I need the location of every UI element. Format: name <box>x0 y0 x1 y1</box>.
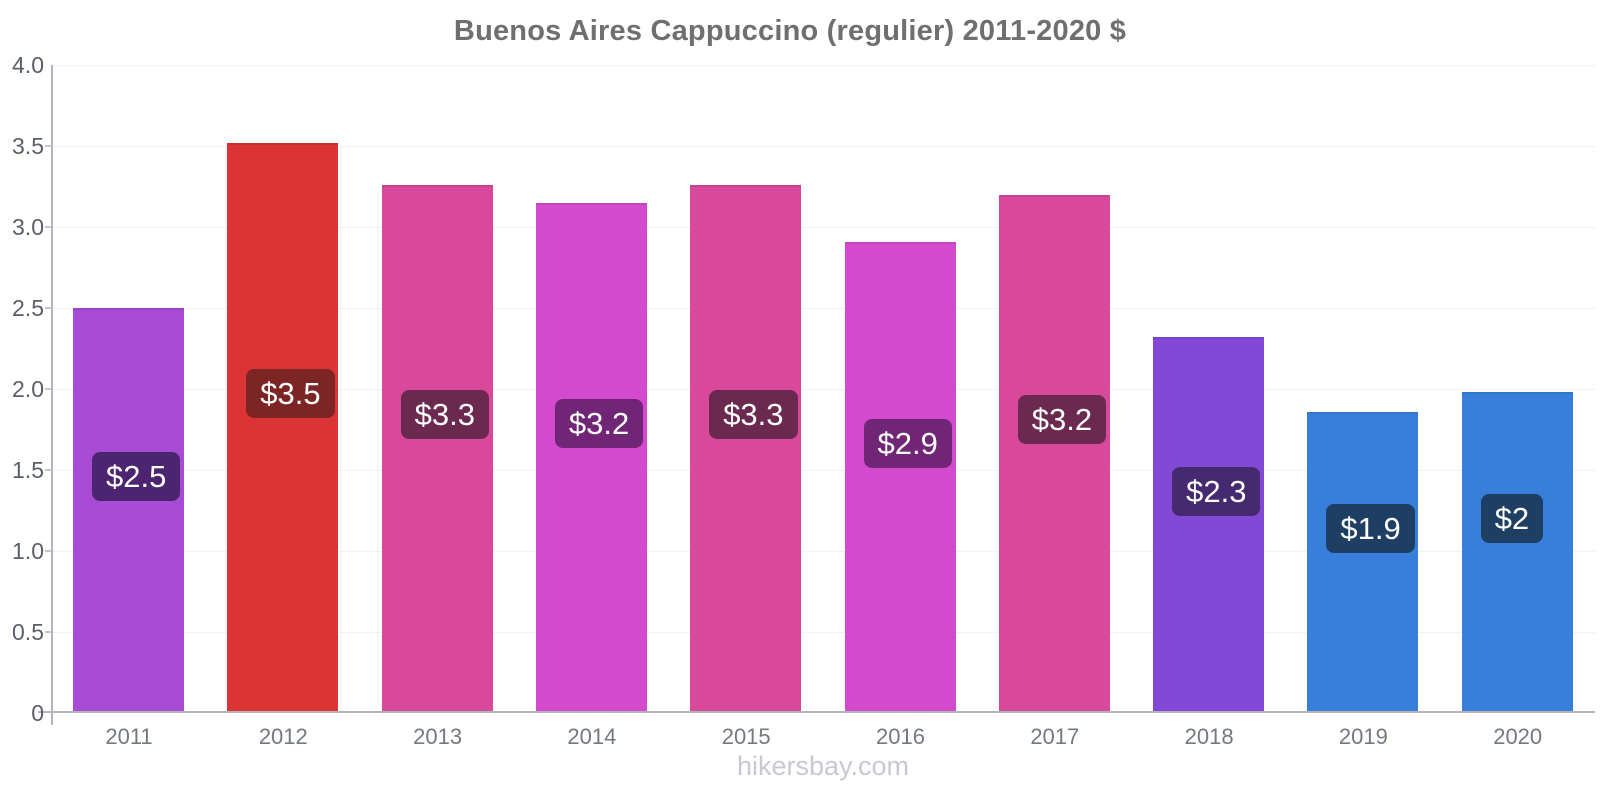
y-tick-label: 4.0 <box>12 52 44 78</box>
value-badge-2016: $2.9 <box>863 418 952 468</box>
bar-2018: $2.3 <box>1153 337 1265 713</box>
bar-2016: $2.9 <box>844 241 956 713</box>
y-tick-mark <box>45 550 51 552</box>
y-axis-line <box>51 65 53 725</box>
value-badge-2015: $3.3 <box>709 390 798 440</box>
y-tick-label: 1.5 <box>12 457 44 483</box>
x-tick-label-2012: 2012 <box>258 724 308 749</box>
y-tick-label: 1.0 <box>12 538 44 564</box>
x-tick-label-2020: 2020 <box>1493 724 1543 749</box>
value-badge-2012: $3.5 <box>246 369 335 419</box>
x-tick-label-2013: 2013 <box>413 724 463 749</box>
gridline <box>51 308 1595 309</box>
value-badge-2018: $2.3 <box>1172 466 1261 516</box>
bar-2013: $3.3 <box>381 184 493 713</box>
x-axis-line <box>38 711 1595 713</box>
x-tick-label-2017: 2017 <box>1030 724 1080 749</box>
bar-2017: $3.2 <box>998 194 1110 713</box>
y-tick-mark <box>45 145 51 147</box>
value-badge-2013: $3.3 <box>400 390 489 440</box>
value-badge-2020: $2 <box>1480 494 1544 544</box>
y-tick-mark <box>45 226 51 228</box>
y-tick-mark <box>45 388 51 390</box>
y-tick-label: 0 <box>31 700 44 726</box>
x-tick-label-2011: 2011 <box>105 724 153 749</box>
gridline <box>51 470 1595 471</box>
bar-2011: $2.5 <box>73 308 184 713</box>
gridline <box>51 389 1595 390</box>
bar-2014: $3.2 <box>535 202 647 713</box>
footer-watermark: hikersbay.com <box>736 751 910 781</box>
value-badge-2017: $3.2 <box>1017 395 1107 445</box>
bar-2020: $2 <box>1461 392 1573 713</box>
value-badge-2014: $3.2 <box>554 399 644 449</box>
x-tick-label-2015: 2015 <box>721 724 771 749</box>
x-tick-label-2018: 2018 <box>1184 724 1234 749</box>
x-tick-label-2019: 2019 <box>1338 724 1388 749</box>
y-tick-mark <box>45 307 51 309</box>
y-tick-label: 3.0 <box>12 214 44 240</box>
value-badge-2011: $2.5 <box>92 452 181 501</box>
y-tick-mark <box>45 469 51 471</box>
bar-2012: $3.5 <box>227 142 339 713</box>
gridline <box>51 65 1595 66</box>
gridline <box>51 146 1595 147</box>
x-tick-label-2016: 2016 <box>876 724 925 749</box>
y-tick-label: 2.0 <box>12 376 44 402</box>
gridline <box>51 632 1595 633</box>
gridline <box>51 227 1595 228</box>
value-badge-2019: $1.9 <box>1326 503 1415 553</box>
y-tick-mark <box>45 631 51 633</box>
x-tick-label-2014: 2014 <box>567 724 617 749</box>
plot-area: $2.5 $3.5 $3.3 $3.2 $3.3 $2.9 $3.2 $2.3 $1.9 $2 <box>51 65 1595 713</box>
bar-2015: $3.3 <box>690 184 802 713</box>
y-tick-label: 2.5 <box>12 295 44 321</box>
bar-2019: $1.9 <box>1307 411 1419 713</box>
gridline <box>51 551 1595 552</box>
chart-title: Buenos Aires Cappuccino (regulier) 2011-… <box>453 15 1127 47</box>
y-tick-label: 3.5 <box>12 133 44 159</box>
y-tick-label: 0.5 <box>12 619 44 645</box>
